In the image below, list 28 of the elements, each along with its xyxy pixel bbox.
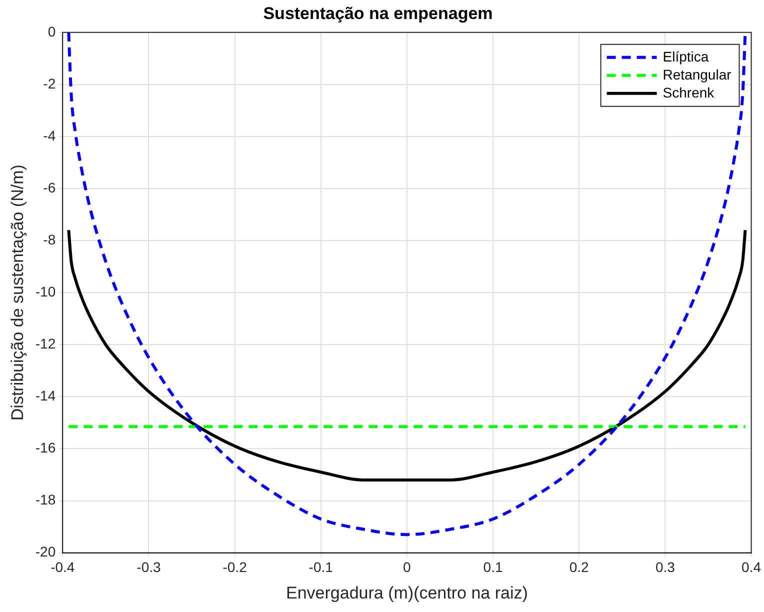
line-series — [67, 228, 747, 482]
y-tick-label: 0 — [48, 23, 56, 40]
chart-title: Sustentação na empenagem — [263, 4, 493, 23]
x-tick-label: 0.4 — [742, 559, 762, 576]
x-tick-label: -0.4 — [50, 559, 75, 576]
x-tick-label: -0.2 — [222, 559, 248, 576]
x-tick-label: 0.3 — [655, 559, 676, 576]
x-tick-label: -0.3 — [136, 559, 161, 576]
y-tick-label: -16 — [35, 440, 56, 456]
legend-label: Schrenk — [662, 84, 716, 100]
y-tick-label: -2 — [43, 75, 56, 92]
line-series — [67, 32, 747, 536]
y-axis-title: Distribuição de sustentação (N/m) — [8, 164, 27, 421]
x-axis-title: Envergadura (m)(centro na raiz) — [286, 583, 528, 602]
x-tick-label: 0 — [403, 559, 412, 576]
x-tick-label: 0.2 — [569, 559, 590, 576]
y-tick-label: -4 — [43, 127, 56, 144]
y-tick-label: -18 — [35, 492, 56, 508]
y-tick-label: -6 — [43, 179, 56, 196]
legend-label: Retangular — [662, 66, 732, 82]
y-tick-label: -20 — [35, 544, 56, 560]
y-tick-label: -14 — [35, 388, 56, 404]
y-tick-label: -10 — [35, 283, 56, 300]
x-tick-label: -0.1 — [308, 559, 334, 576]
x-tick-label: 0.1 — [483, 559, 503, 576]
y-tick-label: -12 — [35, 336, 56, 352]
y-tick-label: -8 — [43, 231, 56, 248]
legend-label: Elíptica — [662, 48, 709, 64]
